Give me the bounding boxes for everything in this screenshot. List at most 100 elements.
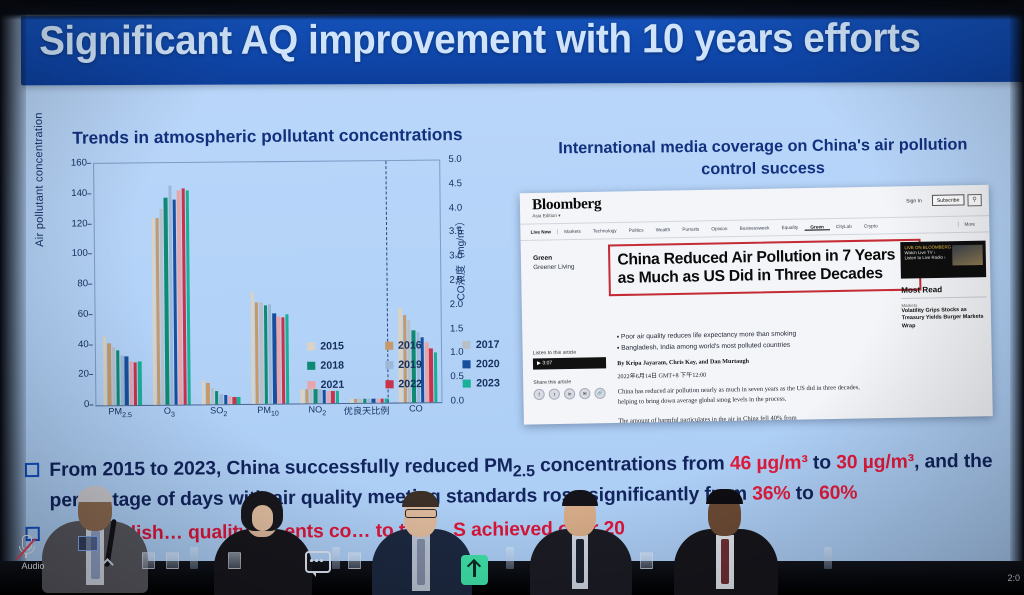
bloomberg-nav-wealth[interactable]: Wealth [655,227,671,233]
article-subsection: Greener Living [533,263,575,272]
bloomberg-nav-pursuits[interactable]: Pursuits [682,226,700,232]
twitter-icon[interactable]: t [548,388,561,400]
bar-优良天比例-2018 [363,399,367,403]
bar-SO₂-2020 [223,395,228,405]
y2-tick-label: 3.5 [448,226,463,238]
bar-SO₂-2022 [232,396,237,405]
bloomberg-nav-equality[interactable]: Equality [781,224,799,231]
bloomberg-nav-politics[interactable]: Politics [628,227,644,233]
bar-PM2.5-2023 [137,361,142,406]
y2-tick-label: 3.0 [449,250,463,262]
link-icon[interactable]: 🔗 [594,387,606,400]
audio-player-button[interactable]: ▶ 3:07 [532,357,607,370]
legend-item-2018: 2018 [307,359,379,372]
sign-in-link[interactable]: Sign In [905,198,922,205]
water-bottle [332,547,340,569]
bar-O₃-2023 [185,190,192,405]
bullet-item-1: From 2015 to 2023, China successfully re… [23,448,1016,516]
audio-control[interactable]: Audio [6,533,60,581]
linkedin-icon[interactable]: in [563,388,576,400]
subscribe-button[interactable]: Subscribe [931,194,965,207]
most-read-item[interactable]: Volatility Grips Stocks as Treasury Yiel… [901,306,984,330]
microphone-muted-icon[interactable] [15,535,37,561]
y-tick-mark [87,223,92,225]
water-glass [166,552,179,569]
panelist-3-hair [402,491,439,507]
bar-NO₂-2022 [331,391,335,404]
y-tick-mark [89,374,94,376]
legend-label: 2021 [320,378,345,392]
y-tick-mark [89,404,94,406]
email-icon[interactable]: ✉ [579,387,591,400]
chart-y-axis: 0 20 40 60 80 100 120 140 160 [54,157,94,410]
legend-label: 2022 [398,377,423,391]
legend-label: 2019 [398,358,422,372]
bloomberg-nav-opinion[interactable]: Opinion [711,226,728,232]
legend-label: 2020 [475,357,500,371]
bar-NO₂-2023 [335,391,339,404]
article-paragraph-2: The amount of harmful particulates in th… [618,414,797,425]
media-coverage-heading: International media coverage on China's … [558,136,968,178]
article-timestamp: 2022年6月14日 GMT+8 下午12:00 [617,372,707,381]
bloomberg-nav-more[interactable]: More [957,221,982,227]
x-tick-label-优良天比例: 优良天比例 [343,405,390,417]
panelist-3 [370,485,474,595]
x-tick-label-PM2.5: PM2.5 [108,406,132,420]
x-tick-label-O₃: O3 [163,405,176,419]
legend-swatch [384,360,394,370]
bar-优良天比例-2016 [354,399,358,403]
bloomberg-nav-technology[interactable]: Technology [592,228,617,234]
legend-label: 2023 [476,377,500,390]
y-tick-label: 160 [70,157,88,169]
legend-swatch [385,380,394,389]
bar-NO₂-2020 [322,390,326,404]
bloomberg-nav-crypto[interactable]: Crypto [863,223,878,229]
article-paragraph-1: China has reduced air pollution nearly a… [617,383,860,406]
y2-tick-label: 2.5 [449,274,463,286]
bar-SO₂-2018 [215,391,219,405]
legend-swatch [462,360,471,369]
share-icons[interactable]: f t in ✉ 🔗 [533,387,606,401]
y2-tick-label: 5.0 [448,153,462,166]
chart-title: Trends in atmospheric pollutant concentr… [72,124,463,148]
legend-item-2022: 2022 [385,378,457,391]
bar-NO₂-2021 [326,391,331,404]
water-glass [640,552,653,569]
bloomberg-article-screenshot: Bloomberg Asia Edition ▾ Sign In Subscri… [519,184,993,425]
bloomberg-nav-green[interactable]: Green [804,223,831,231]
bar-SO₂-2015 [201,380,206,405]
y2-tick-label: 0.0 [450,395,465,407]
panelist-4 [528,485,634,595]
share-label: Share this article [533,379,572,386]
most-read-heading: Most Read [901,284,987,299]
article-byline: By Kripa Jayaram, Chris Kay, and Dan Mur… [617,358,750,368]
live-on-bloomberg-panel[interactable]: LIVE ON BLOOMBERG Watch Live TV › Listen… [900,240,987,279]
chat-bubble-icon[interactable] [305,551,331,577]
bar-NO₂-2019 [317,389,322,404]
bloomberg-nav-markets[interactable]: Markets [564,228,581,235]
panelist-1 [40,475,150,593]
bullet-1-text-e: to [790,482,820,505]
share-arrow-button[interactable] [461,555,488,585]
facebook-icon[interactable]: f [533,388,545,401]
bloomberg-edition-selector[interactable]: Asia Edition ▾ [532,212,561,219]
water-bottle [190,547,198,569]
bar-优良天比例-2015 [349,399,354,403]
bullet-1-text-c: to [807,452,837,474]
panelist-2 [208,485,318,595]
y-tick-label: 20 [78,368,90,380]
legend-swatch [384,341,393,350]
water-glass [228,552,241,569]
bloomberg-nav-businessweek[interactable]: Businessweek [739,225,770,231]
bloomberg-nav-citylab[interactable]: CityLab [835,223,852,230]
y2-tick-label: 1.5 [449,322,464,335]
video-thumbnail-placeholder[interactable] [78,536,98,551]
search-icon[interactable]: ⚲ [967,193,982,207]
bullet-1-value-1: 46 µg/m³ [729,452,808,475]
bar-PM2.5-2021 [129,361,134,406]
bloomberg-nav-live-now[interactable]: Live Now [528,229,559,235]
water-glass [348,552,361,569]
legend-label: 2017 [475,338,500,352]
audio-label: Audio [21,561,45,571]
